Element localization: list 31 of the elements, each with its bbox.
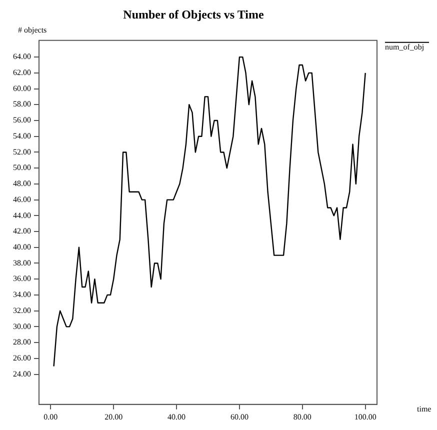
x-tick-label: 80.00 [293, 412, 312, 422]
y-axis-title: # objects [18, 25, 47, 34]
x-tick-label: 100.00 [354, 412, 376, 422]
y-tick-label: 32.00 [13, 306, 31, 315]
chart-title: Number of Objects vs Time [123, 7, 264, 22]
y-tick-label: 50.00 [13, 163, 31, 172]
y-tick-label: 48.00 [13, 179, 31, 188]
y-tick-label: 34.00 [13, 290, 31, 300]
y-tick-label: 64.00 [13, 52, 31, 62]
y-tick-label: 26.00 [13, 354, 31, 362]
x-tick-label: 0.00 [44, 412, 58, 422]
y-tick-label: 36.00 [13, 274, 31, 284]
x-tick-label: 20.00 [104, 412, 123, 422]
y-tick-label: 56.00 [13, 116, 31, 125]
text: num_of_obj [385, 42, 424, 52]
y-tick-label: 38.00 [13, 258, 31, 268]
y-tick-label: 54.00 [13, 131, 31, 140]
y-tick-label: 46.00 [13, 194, 31, 204]
y-tick-label: 52.00 [13, 147, 31, 156]
y-tick-label: 30.00 [13, 322, 31, 331]
y-tick-label: 28.00 [13, 338, 31, 347]
y-tick-label: 24.00 [13, 369, 31, 378]
y-tick-label: 60.00 [13, 84, 31, 93]
y-tick-label: 42.00 [13, 226, 31, 236]
y-tick-label: 40.00 [13, 242, 31, 252]
y-tick-label: 62.00 [13, 68, 31, 78]
x-tick-label: 40.00 [168, 412, 186, 422]
x-tick-label: 60.00 [230, 412, 248, 422]
y-tick-label: 44.00 [13, 210, 31, 220]
x-axis-title: time [417, 404, 432, 414]
y-tick-label: 58.00 [13, 100, 31, 109]
